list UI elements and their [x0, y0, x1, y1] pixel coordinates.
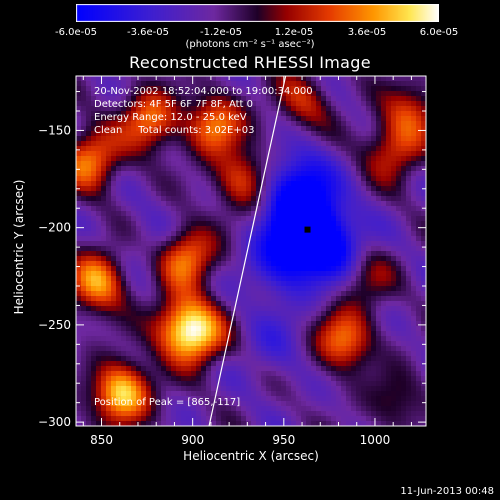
- x-tick-label: 850: [90, 433, 113, 447]
- axis-ticks: 850 900 950 1000 −300 −250 −200 −150: [38, 76, 426, 447]
- colorbar: [76, 4, 439, 22]
- info-detectors: Detectors: 4F 5F 6F 7F 8F, Att 0: [94, 99, 254, 110]
- colorbar-tick-label: -6.0e-05: [55, 27, 97, 38]
- info-peak-position: Position of Peak = [865,-117]: [94, 397, 241, 408]
- heatmap-image: [76, 76, 426, 426]
- info-clean-counts: Clean Total counts: 3.02E+03: [94, 125, 255, 136]
- x-tick-label: 1000: [360, 433, 391, 447]
- colorbar-gradient: [76, 4, 439, 22]
- plot-title: Reconstructed RHESSI Image: [129, 53, 371, 72]
- x-tick-label: 950: [272, 433, 295, 447]
- limb-line: [208, 75, 287, 427]
- minimum-marker: [304, 226, 311, 233]
- x-axis-label: Heliocentric X (arcsec): [183, 449, 319, 463]
- colorbar-tick-label: 3.6e-05: [347, 27, 387, 38]
- y-tick-label: −300: [38, 415, 71, 429]
- y-tick-label: −150: [38, 123, 71, 137]
- colorbar-tick-label: 6.0e-05: [419, 27, 459, 38]
- colorbar-tick-label: -1.2e-05: [200, 27, 242, 38]
- colorbar-units: (photons cm⁻² s⁻¹ asec⁻²): [185, 39, 315, 50]
- y-tick-label: −200: [38, 221, 71, 235]
- y-axis-label: Heliocentric Y (arcsec): [12, 179, 26, 315]
- y-tick-label: −250: [38, 318, 71, 332]
- x-tick-label: 900: [181, 433, 204, 447]
- colorbar-tick-label: -3.6e-05: [127, 27, 169, 38]
- colorbar-tick-label: 1.2e-05: [274, 27, 314, 38]
- info-time-range: 20-Nov-2002 18:52:04.000 to 19:00:34.000: [94, 86, 313, 97]
- info-energy-range: Energy Range: 12.0 - 25.0 keV: [94, 112, 247, 123]
- plot-frame: [75, 75, 427, 427]
- date-stamp: 11-Jun-2013 00:48: [400, 486, 494, 497]
